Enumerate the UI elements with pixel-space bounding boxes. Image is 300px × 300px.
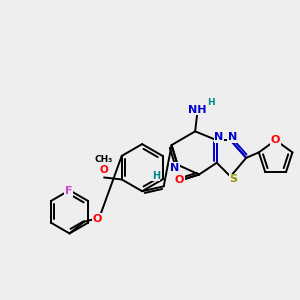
Text: F: F: [65, 186, 72, 196]
Text: N: N: [228, 132, 237, 142]
Text: NH: NH: [188, 105, 206, 115]
Text: O: O: [92, 214, 102, 224]
Text: H: H: [152, 170, 160, 181]
Text: N: N: [170, 163, 179, 173]
Text: O: O: [271, 135, 280, 145]
Text: S: S: [230, 174, 237, 184]
Text: O: O: [175, 176, 184, 185]
Text: O: O: [100, 165, 109, 175]
Text: H: H: [207, 98, 215, 107]
Text: N: N: [214, 132, 223, 142]
Text: CH₃: CH₃: [95, 155, 113, 164]
